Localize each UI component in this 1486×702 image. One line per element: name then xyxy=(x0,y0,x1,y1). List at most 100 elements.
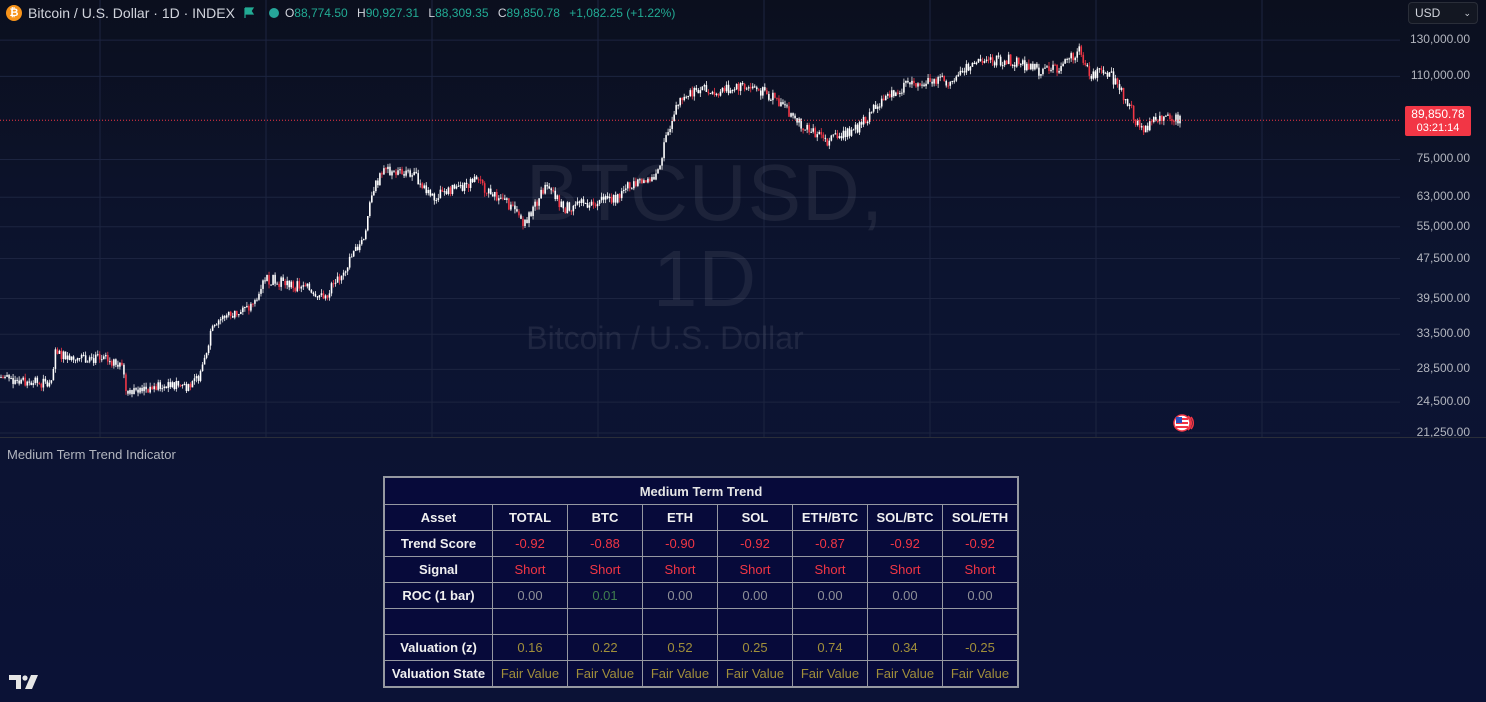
candle xyxy=(248,304,250,315)
candle xyxy=(183,381,186,386)
candle xyxy=(959,66,962,77)
candle xyxy=(747,85,750,91)
candle xyxy=(818,130,821,135)
column-header: SOL xyxy=(717,504,793,531)
candle xyxy=(385,166,387,174)
candle xyxy=(915,83,917,88)
candle xyxy=(604,194,607,204)
candle xyxy=(828,137,831,150)
candle xyxy=(880,95,883,109)
candle xyxy=(102,354,105,360)
tradingview-logo-icon[interactable] xyxy=(9,672,41,690)
candle xyxy=(231,312,234,319)
candle xyxy=(935,77,937,86)
candle xyxy=(1017,57,1020,66)
candle xyxy=(683,93,686,102)
candle xyxy=(757,87,760,92)
candle xyxy=(117,360,119,369)
candle xyxy=(576,197,579,206)
candle xyxy=(24,373,26,387)
candle xyxy=(381,171,383,178)
candle xyxy=(570,209,573,216)
candle xyxy=(989,53,992,64)
candle xyxy=(358,240,361,253)
symbol-title[interactable]: Bitcoin / U.S. Dollar · 1D · INDEX xyxy=(28,5,235,21)
candle xyxy=(0,374,2,379)
table-cell: 0.22 xyxy=(567,634,643,661)
indicator-title[interactable]: Medium Term Trend Indicator xyxy=(7,447,176,462)
candle xyxy=(387,163,389,174)
candle xyxy=(163,384,166,391)
candle xyxy=(624,184,627,194)
candle xyxy=(957,71,960,77)
candle xyxy=(1169,112,1171,122)
candle xyxy=(1175,112,1177,125)
candle xyxy=(84,351,87,363)
candle xyxy=(312,291,315,297)
table-cell: -0.92 xyxy=(492,530,568,557)
candle xyxy=(338,273,341,285)
candle xyxy=(135,387,137,392)
candle xyxy=(586,199,589,209)
candle xyxy=(1042,67,1044,76)
candle xyxy=(647,177,649,184)
candle xyxy=(1078,43,1081,55)
candle xyxy=(195,373,198,383)
candle xyxy=(294,286,297,293)
candle xyxy=(465,178,468,188)
candle xyxy=(792,112,794,119)
table-cell: 0.52 xyxy=(642,634,718,661)
candle xyxy=(667,128,669,136)
chart-pane[interactable]: BTCUSD, 1D Bitcoin / U.S. Dollar ₿ Bitco… xyxy=(0,0,1486,439)
candle xyxy=(431,193,434,196)
currency-select[interactable]: USD ⌄ xyxy=(1408,2,1478,24)
candle xyxy=(1138,117,1141,130)
table-cell: -0.87 xyxy=(792,530,868,557)
candle xyxy=(193,374,196,385)
candle xyxy=(802,128,804,134)
candle xyxy=(147,388,149,393)
candle xyxy=(780,98,782,107)
candle xyxy=(979,54,982,62)
table-row: Signal Short Short Short Short Short Short Shor… xyxy=(383,556,1019,583)
candle xyxy=(592,198,595,209)
candle xyxy=(50,380,53,385)
candle xyxy=(493,191,496,201)
candle xyxy=(298,278,301,291)
candlestick-chart[interactable] xyxy=(0,0,1400,437)
candle xyxy=(469,177,472,192)
high-label: H xyxy=(357,6,366,20)
candle xyxy=(794,113,796,120)
candle xyxy=(44,376,47,384)
candle xyxy=(165,386,168,389)
candle xyxy=(987,56,990,64)
flag-icon[interactable] xyxy=(243,7,255,19)
candle xyxy=(236,310,238,318)
us-flag-event-icon[interactable] xyxy=(1172,413,1196,433)
candle xyxy=(1106,70,1109,80)
candle xyxy=(709,92,712,95)
candle xyxy=(820,128,823,139)
candle xyxy=(1086,63,1089,68)
candle xyxy=(1072,52,1074,64)
candle xyxy=(22,376,24,382)
table-cell: Fair Value xyxy=(792,660,868,688)
candle xyxy=(18,376,20,386)
row-label: Valuation State xyxy=(383,660,493,688)
candle xyxy=(64,351,67,360)
candle xyxy=(707,89,710,96)
candle xyxy=(548,182,550,189)
row-label: ROC (1 bar) xyxy=(383,582,493,609)
candle xyxy=(510,201,512,212)
table-cell: Fair Value xyxy=(492,660,568,688)
market-status-icon[interactable] xyxy=(268,8,279,18)
candle xyxy=(131,389,133,398)
candle xyxy=(181,384,184,389)
candle xyxy=(838,132,841,140)
pane-divider[interactable] xyxy=(0,437,1486,438)
candle xyxy=(1003,59,1006,68)
candle xyxy=(796,118,798,126)
candle xyxy=(697,88,700,94)
candle xyxy=(1026,62,1028,72)
candle xyxy=(878,103,881,111)
